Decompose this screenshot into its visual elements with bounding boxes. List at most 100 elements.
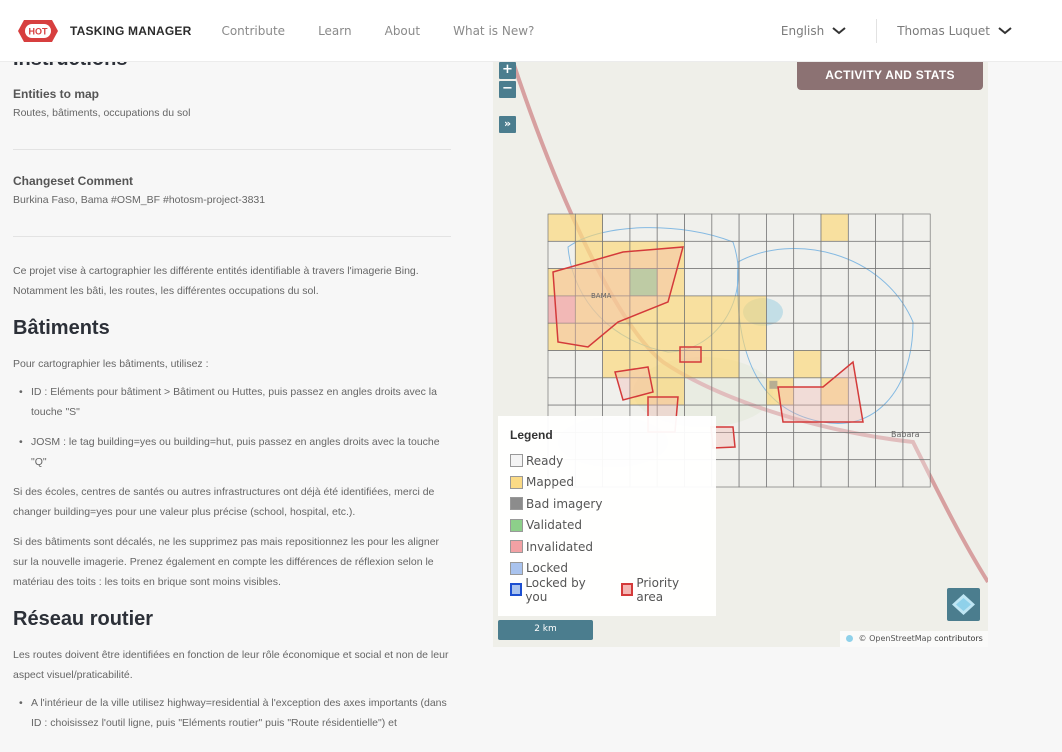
task-cell[interactable] (820, 350, 849, 379)
task-cell[interactable] (738, 404, 767, 433)
task-cell[interactable] (656, 377, 685, 406)
task-cell[interactable] (738, 213, 767, 242)
zoom-in-button[interactable]: + (499, 62, 516, 79)
task-cell[interactable] (738, 432, 767, 461)
task-cell[interactable] (738, 377, 767, 406)
task-cell[interactable] (711, 268, 740, 297)
task-cell[interactable] (847, 240, 876, 269)
task-cell[interactable] (875, 377, 904, 406)
task-cell[interactable] (766, 213, 795, 242)
nav-contribute[interactable]: Contribute (221, 23, 286, 38)
task-cell[interactable] (711, 322, 740, 351)
task-cell[interactable] (875, 432, 904, 461)
task-cell[interactable] (547, 213, 576, 242)
task-cell[interactable] (574, 213, 603, 242)
task-cell[interactable] (711, 350, 740, 379)
task-cell[interactable] (766, 268, 795, 297)
task-cell[interactable] (547, 240, 576, 269)
task-cell[interactable] (793, 240, 822, 269)
task-cell[interactable] (793, 322, 822, 351)
task-cell[interactable] (902, 322, 931, 351)
task-cell[interactable] (820, 213, 849, 242)
task-cell[interactable] (602, 322, 631, 351)
task-cell[interactable] (820, 432, 849, 461)
nav-whats-new[interactable]: What is New? (453, 23, 535, 38)
project-map[interactable]: BAMA Babara + − » ACTIVITY AND STATS Leg… (493, 62, 988, 647)
task-cell[interactable] (602, 268, 631, 297)
task-cell[interactable] (629, 268, 658, 297)
task-cell[interactable] (847, 213, 876, 242)
task-cell[interactable] (847, 322, 876, 351)
nav-about[interactable]: About (384, 23, 421, 38)
task-cell[interactable] (820, 240, 849, 269)
attribution-link[interactable]: contributors (934, 634, 983, 643)
task-cell[interactable] (902, 432, 931, 461)
task-cell[interactable] (738, 268, 767, 297)
task-cell[interactable] (656, 322, 685, 351)
task-cell[interactable] (547, 377, 576, 406)
task-cell[interactable] (820, 295, 849, 324)
user-menu[interactable]: Thomas Luquet (897, 24, 1012, 38)
task-cell[interactable] (547, 322, 576, 351)
task-cell[interactable] (602, 377, 631, 406)
task-cell[interactable] (684, 295, 713, 324)
task-cell[interactable] (738, 350, 767, 379)
task-cell[interactable] (711, 377, 740, 406)
task-cell[interactable] (766, 350, 795, 379)
task-cell[interactable] (820, 268, 849, 297)
task-cell[interactable] (684, 350, 713, 379)
task-cell[interactable] (766, 322, 795, 351)
task-cell[interactable] (902, 268, 931, 297)
task-cell[interactable] (847, 295, 876, 324)
task-cell[interactable] (766, 432, 795, 461)
task-cell[interactable] (793, 432, 822, 461)
task-cell[interactable] (738, 322, 767, 351)
task-cell[interactable] (629, 295, 658, 324)
task-cell[interactable] (738, 295, 767, 324)
language-selector[interactable]: English (781, 24, 846, 38)
layers-button[interactable] (947, 588, 980, 621)
task-cell[interactable] (793, 459, 822, 488)
task-cell[interactable] (629, 213, 658, 242)
task-cell[interactable] (574, 377, 603, 406)
task-cell[interactable] (820, 322, 849, 351)
task-cell[interactable] (793, 213, 822, 242)
task-cell[interactable] (711, 213, 740, 242)
task-cell[interactable] (902, 240, 931, 269)
task-cell[interactable] (684, 240, 713, 269)
task-cell[interactable] (902, 350, 931, 379)
task-cell[interactable] (547, 350, 576, 379)
task-cell[interactable] (629, 322, 658, 351)
task-cell[interactable] (902, 404, 931, 433)
task-cell[interactable] (902, 459, 931, 488)
logo[interactable]: HOT TASKING MANAGER (16, 18, 191, 44)
zoom-out-button[interactable]: − (499, 81, 516, 98)
task-cell[interactable] (902, 213, 931, 242)
instructions-panel[interactable]: Instructions Entities to map Routes, bât… (0, 62, 470, 752)
task-cell[interactable] (711, 404, 740, 433)
task-cell[interactable] (875, 240, 904, 269)
task-cell[interactable] (574, 350, 603, 379)
task-cell[interactable] (902, 377, 931, 406)
task-cell[interactable] (766, 240, 795, 269)
task-cell[interactable] (602, 350, 631, 379)
task-cell[interactable] (629, 240, 658, 269)
task-cell[interactable] (902, 295, 931, 324)
task-cell[interactable] (875, 404, 904, 433)
task-cell[interactable] (766, 295, 795, 324)
task-cell[interactable] (793, 295, 822, 324)
task-cell[interactable] (738, 459, 767, 488)
task-cell[interactable] (793, 350, 822, 379)
task-cell[interactable] (684, 268, 713, 297)
expand-map-button[interactable]: » (499, 116, 516, 133)
task-cell[interactable] (766, 459, 795, 488)
task-cell[interactable] (820, 459, 849, 488)
task-cell[interactable] (711, 295, 740, 324)
task-cell[interactable] (875, 213, 904, 242)
task-cell[interactable] (875, 459, 904, 488)
task-cell[interactable] (602, 213, 631, 242)
task-cell[interactable] (684, 377, 713, 406)
task-cell[interactable] (738, 240, 767, 269)
task-cell[interactable] (847, 432, 876, 461)
task-cell[interactable] (847, 459, 876, 488)
